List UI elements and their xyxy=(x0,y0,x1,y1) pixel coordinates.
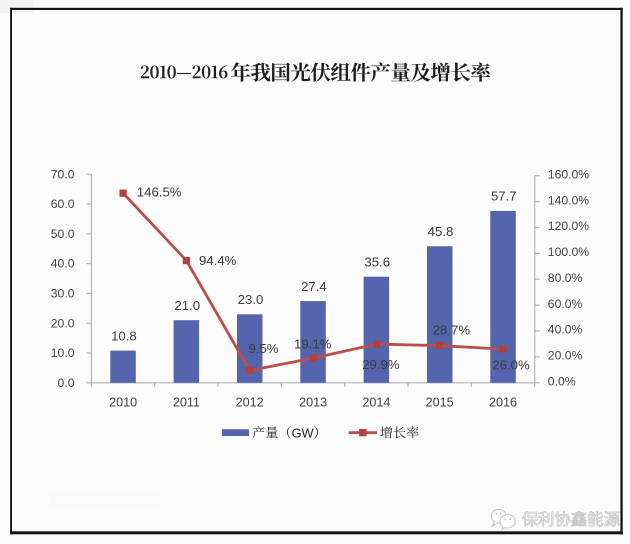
svg-text:2010: 2010 xyxy=(109,395,137,409)
svg-text:2012: 2012 xyxy=(236,395,264,409)
svg-text:10.0: 10.0 xyxy=(51,346,75,360)
svg-text:2011: 2011 xyxy=(173,395,200,409)
svg-text:21.0: 21.0 xyxy=(174,298,200,313)
svg-text:29.9%: 29.9% xyxy=(362,357,400,372)
svg-text:20.0%: 20.0% xyxy=(548,349,583,363)
svg-text:94.4%: 94.4% xyxy=(199,253,237,268)
svg-text:20.0: 20.0 xyxy=(51,316,75,330)
svg-text:0.0: 0.0 xyxy=(58,376,75,390)
svg-text:40.0%: 40.0% xyxy=(548,323,583,337)
svg-text:70.0: 70.0 xyxy=(51,167,75,181)
svg-text:2015: 2015 xyxy=(426,395,454,409)
svg-text:28.7%: 28.7% xyxy=(433,323,471,338)
svg-text:160.0%: 160.0% xyxy=(548,167,589,181)
svg-text:45.8: 45.8 xyxy=(428,224,454,239)
svg-text:0.0%: 0.0% xyxy=(548,375,576,389)
svg-text:140.0%: 140.0% xyxy=(548,193,589,207)
svg-text:146.5%: 146.5% xyxy=(137,184,182,199)
svg-text:60.0%: 60.0% xyxy=(548,297,583,311)
svg-text:26.0%: 26.0% xyxy=(492,357,530,372)
svg-text:2014: 2014 xyxy=(362,395,390,409)
svg-text:10.8: 10.8 xyxy=(111,328,137,343)
svg-text:40.0: 40.0 xyxy=(51,257,75,271)
svg-text:23.0: 23.0 xyxy=(238,292,264,307)
svg-text:2016: 2016 xyxy=(489,395,517,409)
svg-text:35.6: 35.6 xyxy=(364,254,390,269)
svg-text:57.7: 57.7 xyxy=(491,189,517,204)
svg-text:50.0: 50.0 xyxy=(51,227,75,241)
svg-text:27.4: 27.4 xyxy=(301,279,327,294)
svg-text:120.0%: 120.0% xyxy=(548,219,589,233)
svg-text:GW: GW xyxy=(292,425,315,440)
svg-text:2013: 2013 xyxy=(299,395,327,409)
svg-text:19.1%: 19.1% xyxy=(294,336,332,351)
svg-text:30.0: 30.0 xyxy=(51,287,75,301)
svg-text:9.5%: 9.5% xyxy=(248,341,278,356)
svg-text:60.0: 60.0 xyxy=(51,197,75,211)
svg-text:80.0%: 80.0% xyxy=(548,271,583,285)
svg-text:100.0%: 100.0% xyxy=(548,245,589,259)
